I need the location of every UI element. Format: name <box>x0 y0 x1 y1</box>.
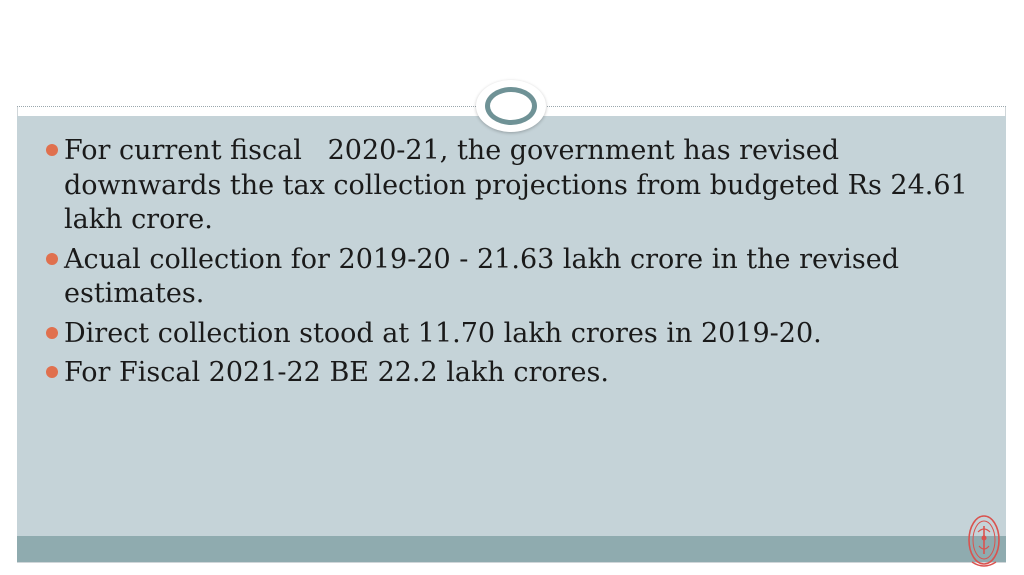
content-area <box>17 116 1006 536</box>
bullet-list: For current fiscal 2020-21, the governme… <box>42 134 982 396</box>
bullet-dot-icon <box>46 144 58 156</box>
footer-band <box>17 536 1006 562</box>
bullet-dot-icon <box>46 252 58 265</box>
bullet-text: Acual collection for 2019-20 - 21.63 lak… <box>64 243 899 310</box>
bullet-text: For current fiscal 2020-21, the governme… <box>64 135 968 235</box>
bullet-item: For current fiscal 2020-21, the governme… <box>42 134 982 238</box>
bullet-item: For Fiscal 2021-22 BE 22.2 lakh crores. <box>42 356 982 391</box>
bullet-dot-icon <box>46 326 58 339</box>
bullet-text: Direct collection stood at 11.70 lakh cr… <box>64 317 822 349</box>
bullet-item: Acual collection for 2019-20 - 21.63 lak… <box>42 243 982 312</box>
oval-ornament-icon <box>476 80 546 132</box>
bullet-item: Direct collection stood at 11.70 lakh cr… <box>42 317 982 352</box>
bullet-text: For Fiscal 2021-22 BE 22.2 lakh crores. <box>64 357 609 388</box>
bullet-dot-icon <box>46 366 58 378</box>
ornament-ring <box>485 87 537 125</box>
institution-seal-icon <box>968 515 1000 567</box>
